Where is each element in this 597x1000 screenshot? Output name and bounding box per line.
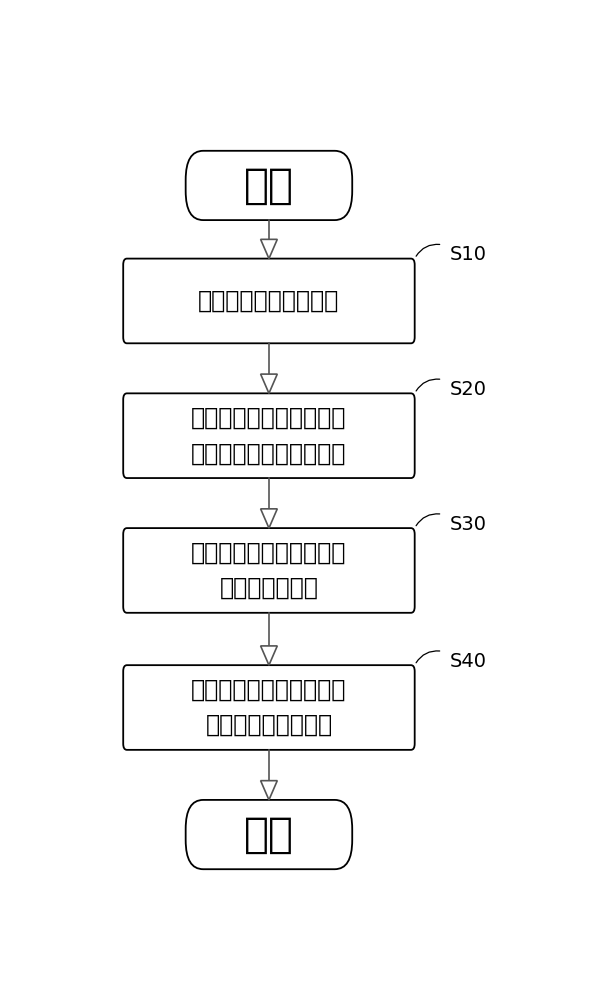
FancyBboxPatch shape [186,800,352,869]
Polygon shape [261,781,277,800]
Text: S30: S30 [450,515,487,534]
Text: S40: S40 [450,652,487,671]
Text: 开始: 开始 [244,164,294,206]
Text: 获取机电暂态仿真算例: 获取机电暂态仿真算例 [198,289,340,313]
FancyBboxPatch shape [123,259,415,343]
Text: 将机电暂态仿真算例转换
为初步电磁暂态仿真算例: 将机电暂态仿真算例转换 为初步电磁暂态仿真算例 [191,406,347,465]
FancyBboxPatch shape [123,665,415,750]
Polygon shape [261,646,277,665]
Text: 对关键参数进行校正，获
取电磁暂态仿真算例: 对关键参数进行校正，获 取电磁暂态仿真算例 [191,678,347,737]
FancyBboxPatch shape [123,528,415,613]
Polygon shape [261,509,277,528]
FancyBboxPatch shape [123,393,415,478]
FancyBboxPatch shape [186,151,352,220]
Text: 结束: 结束 [244,814,294,856]
Text: S10: S10 [450,245,487,264]
Text: S20: S20 [450,380,487,399]
Polygon shape [261,374,277,393]
Polygon shape [261,239,277,259]
Text: 从初步电磁暂态仿真算例
中获取关键参数: 从初步电磁暂态仿真算例 中获取关键参数 [191,541,347,600]
